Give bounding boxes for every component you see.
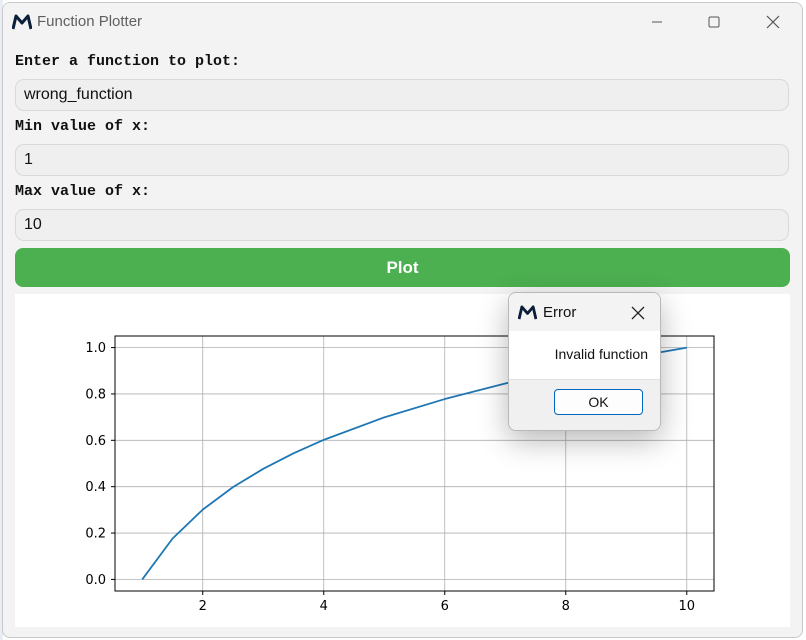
dialog-title-bar: Error <box>509 293 660 331</box>
x-tick-label: 10 <box>678 599 695 614</box>
max-x-label: Max value of x: <box>15 183 151 200</box>
dialog-footer: OK <box>509 379 660 430</box>
app-logo-icon <box>12 14 32 30</box>
dialog-body: Invalid function <box>509 331 660 379</box>
title-bar: Function Plotter <box>3 3 802 41</box>
line-chart: 2 4 6 8 10 0.0 0.2 0.4 0.6 0.8 1.0 <box>85 335 715 614</box>
minimize-icon <box>652 21 662 23</box>
desktop-background <box>0 0 3 640</box>
maximize-icon <box>708 16 720 28</box>
y-tick-label: 0.6 <box>85 434 106 449</box>
window-title: Function Plotter <box>37 13 143 30</box>
error-dialog: Error Invalid function OK <box>508 292 661 431</box>
dialog-close-button[interactable] <box>625 301 651 325</box>
dialog-message: Invalid function <box>554 346 648 362</box>
x-tick-label: 6 <box>441 599 449 614</box>
plot-canvas: 2 4 6 8 10 0.0 0.2 0.4 0.6 0.8 1.0 <box>15 294 790 627</box>
ok-button[interactable]: OK <box>554 389 643 415</box>
y-tick-label: 0.2 <box>85 527 106 542</box>
max-x-input[interactable]: 10 <box>15 209 789 241</box>
y-tick-label: 0.8 <box>85 387 106 402</box>
function-label: Enter a function to plot: <box>15 53 241 70</box>
plot-frame <box>114 335 715 592</box>
dialog-title: Error <box>543 304 577 321</box>
min-x-input[interactable]: 1 <box>15 144 789 176</box>
min-x-label: Min value of x: <box>15 118 151 135</box>
x-tick-label: 8 <box>562 599 570 614</box>
app-logo-icon <box>518 305 537 320</box>
plot-button[interactable]: Plot <box>15 248 790 287</box>
minimize-button[interactable] <box>628 3 686 41</box>
close-icon <box>766 15 780 29</box>
y-tick-label: 0.4 <box>85 480 106 495</box>
close-button[interactable] <box>744 3 802 41</box>
x-tick-label: 4 <box>320 599 328 614</box>
y-tick-label: 1.0 <box>85 341 106 356</box>
function-input[interactable]: wrong_function <box>15 79 789 111</box>
maximize-button[interactable] <box>685 3 743 41</box>
x-tick-label: 2 <box>199 599 207 614</box>
close-icon <box>631 306 645 320</box>
y-tick-label: 0.0 <box>85 573 106 588</box>
